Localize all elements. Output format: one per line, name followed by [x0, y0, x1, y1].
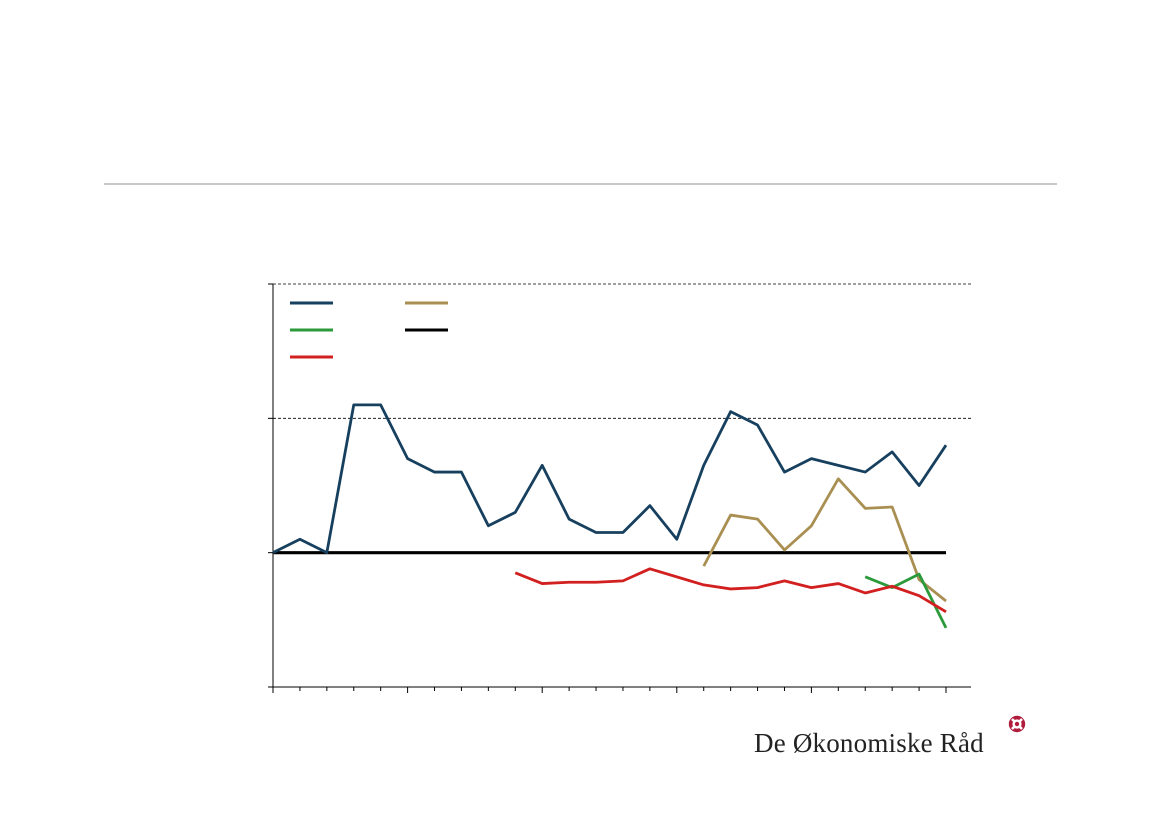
series-line-navy [272, 403, 948, 555]
series-line-gold [702, 477, 947, 603]
logo-emblem-icon [1008, 715, 1026, 733]
organization-logo: De Økonomiske Råd [754, 712, 1044, 762]
series-line-red [514, 567, 947, 613]
header-divider [104, 183, 1057, 185]
logo-text: De Økonomiske Råd [754, 728, 984, 758]
series-line-green [864, 572, 948, 629]
